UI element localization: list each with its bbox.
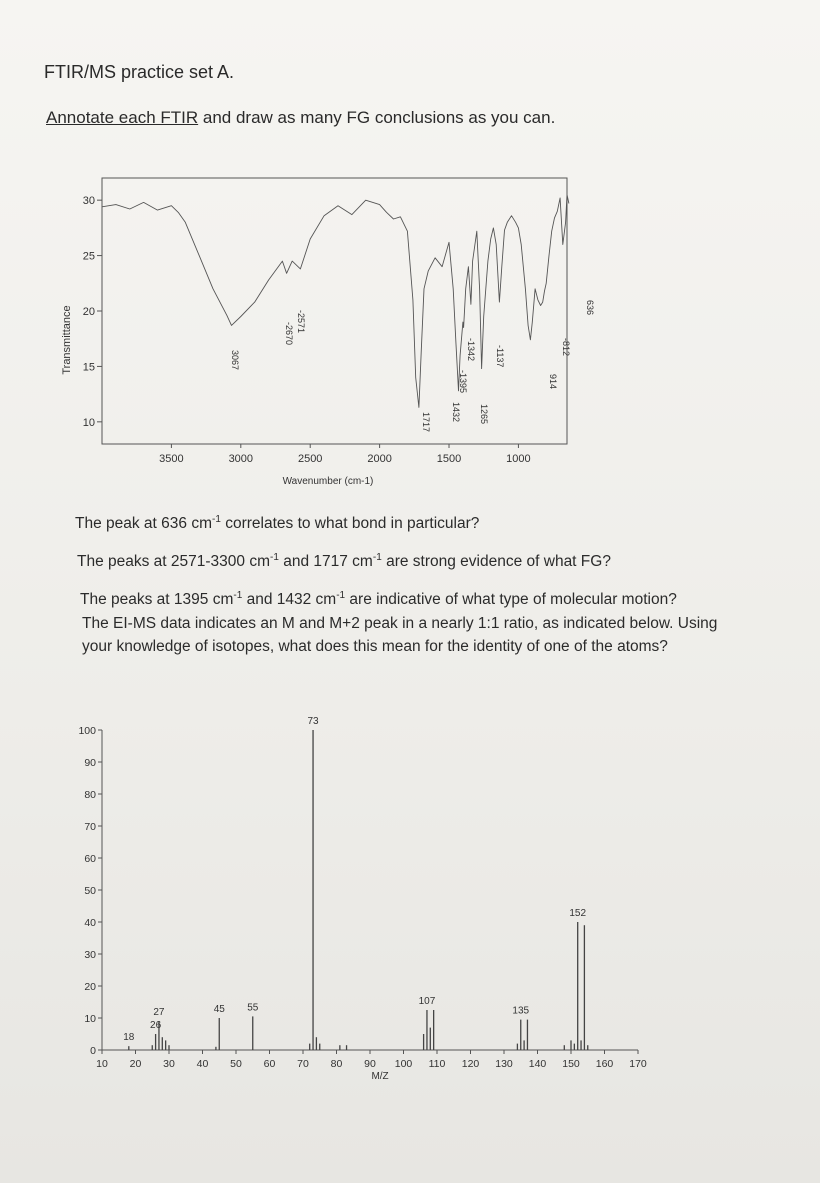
instruction-underlined: Annotate each FTIR [46, 108, 199, 127]
x-tick-label: 3500 [159, 453, 183, 465]
y-tick-label: 10 [84, 1013, 96, 1025]
x-tick-label: 100 [395, 1058, 413, 1070]
x-axis-label: Wavenumber (cm-1) [283, 476, 374, 487]
peak-annotation: 1717 [421, 412, 431, 432]
x-tick-label: 30 [163, 1058, 175, 1070]
x-tick-label: 50 [230, 1058, 242, 1070]
x-tick-label: 10 [96, 1058, 108, 1070]
x-tick-label: 2000 [367, 453, 391, 465]
peak-label: 18 [123, 1032, 135, 1043]
y-tick-label: 40 [84, 917, 96, 929]
peak-annotation: -1395 [458, 370, 468, 393]
peak-annotation: -812 [561, 338, 571, 356]
x-tick-label: 160 [596, 1058, 614, 1070]
transmittance-line [101, 194, 570, 408]
y-tick-label: 80 [84, 789, 96, 801]
plot-frame [101, 177, 568, 445]
x-tick-label: 2500 [298, 453, 322, 465]
y-tick-label: 70 [84, 821, 96, 833]
y-tick-label: 90 [84, 757, 96, 769]
peak-annotation: 1432 [451, 402, 461, 422]
question-2: The peaks at 2571-3300 cm-1 and 1717 cm-… [77, 552, 611, 571]
peak-annotation: 1265 [479, 404, 489, 424]
question-3: The peaks at 1395 cm-1 and 1432 cm-1 are… [80, 590, 677, 609]
y-tick-label: 20 [83, 306, 95, 318]
y-tick-label: 15 [83, 361, 95, 373]
y-tick-label: 30 [84, 949, 96, 961]
peak-label: 26 [150, 1020, 162, 1031]
x-tick-label: 90 [364, 1058, 376, 1070]
y-tick-label: 25 [83, 251, 95, 263]
x-tick-label: 3000 [229, 453, 253, 465]
peak-annotation: 636 [585, 300, 595, 315]
y-tick-label: 30 [83, 195, 95, 207]
question-4: The EI-MS data indicates an M and M+2 pe… [82, 615, 718, 655]
x-tick-label: 150 [562, 1058, 580, 1070]
peak-annotation: -2670 [284, 322, 294, 345]
x-tick-label: 40 [197, 1058, 209, 1070]
ftir-spectrum-chart: 30 25 20 15 10 3500 3000 2500 2000 1500 1000 Wavenu… [61, 177, 595, 487]
peak-annotation: 914 [548, 374, 558, 389]
peak-annotation: -1342 [466, 338, 476, 361]
y-axis-label: Transmittance [61, 305, 73, 374]
x-tick-label: 130 [495, 1058, 513, 1070]
peak-annotation: -1137 [495, 345, 505, 367]
y-tick-label: 50 [84, 885, 96, 897]
x-tick-label: 70 [297, 1058, 309, 1070]
x-tick-label: 120 [462, 1058, 480, 1070]
x-tick-label: 1000 [506, 453, 530, 465]
instruction: Annotate each FTIR and draw as many FG c… [46, 108, 555, 128]
y-tick-label: 60 [84, 853, 96, 865]
y-tick-label: 10 [83, 417, 95, 429]
question-1: The peak at 636 cm-1 correlates to what … [75, 514, 480, 533]
x-tick-label: 140 [529, 1058, 547, 1070]
x-tick-label: 110 [429, 1058, 446, 1070]
peak-label: 107 [419, 996, 436, 1007]
y-tick-label: 20 [84, 981, 96, 993]
peak-label: 55 [247, 1002, 259, 1013]
x-tick-label: 60 [264, 1058, 276, 1070]
x-tick-label: 1500 [437, 453, 461, 465]
peak-label: 135 [512, 1006, 529, 1017]
peak-label: 27 [153, 1007, 165, 1018]
peak-label: 73 [307, 716, 319, 727]
x-axis-label: M/Z [371, 1071, 388, 1082]
peak-label: 152 [569, 908, 586, 919]
y-tick-label: 100 [78, 725, 96, 737]
y-tick-label: 0 [90, 1045, 96, 1057]
page-title: FTIR/MS practice set A. [44, 62, 235, 82]
peak-annotation: 3067 [230, 350, 240, 370]
x-tick-label: 170 [629, 1058, 647, 1070]
x-tick-label: 20 [130, 1058, 142, 1070]
peak-label: 45 [214, 1004, 226, 1015]
x-tick-label: 80 [331, 1058, 343, 1070]
instruction-rest: and draw as many FG conclusions as you c… [198, 108, 556, 127]
peak-annotation: -2571 [296, 310, 306, 333]
